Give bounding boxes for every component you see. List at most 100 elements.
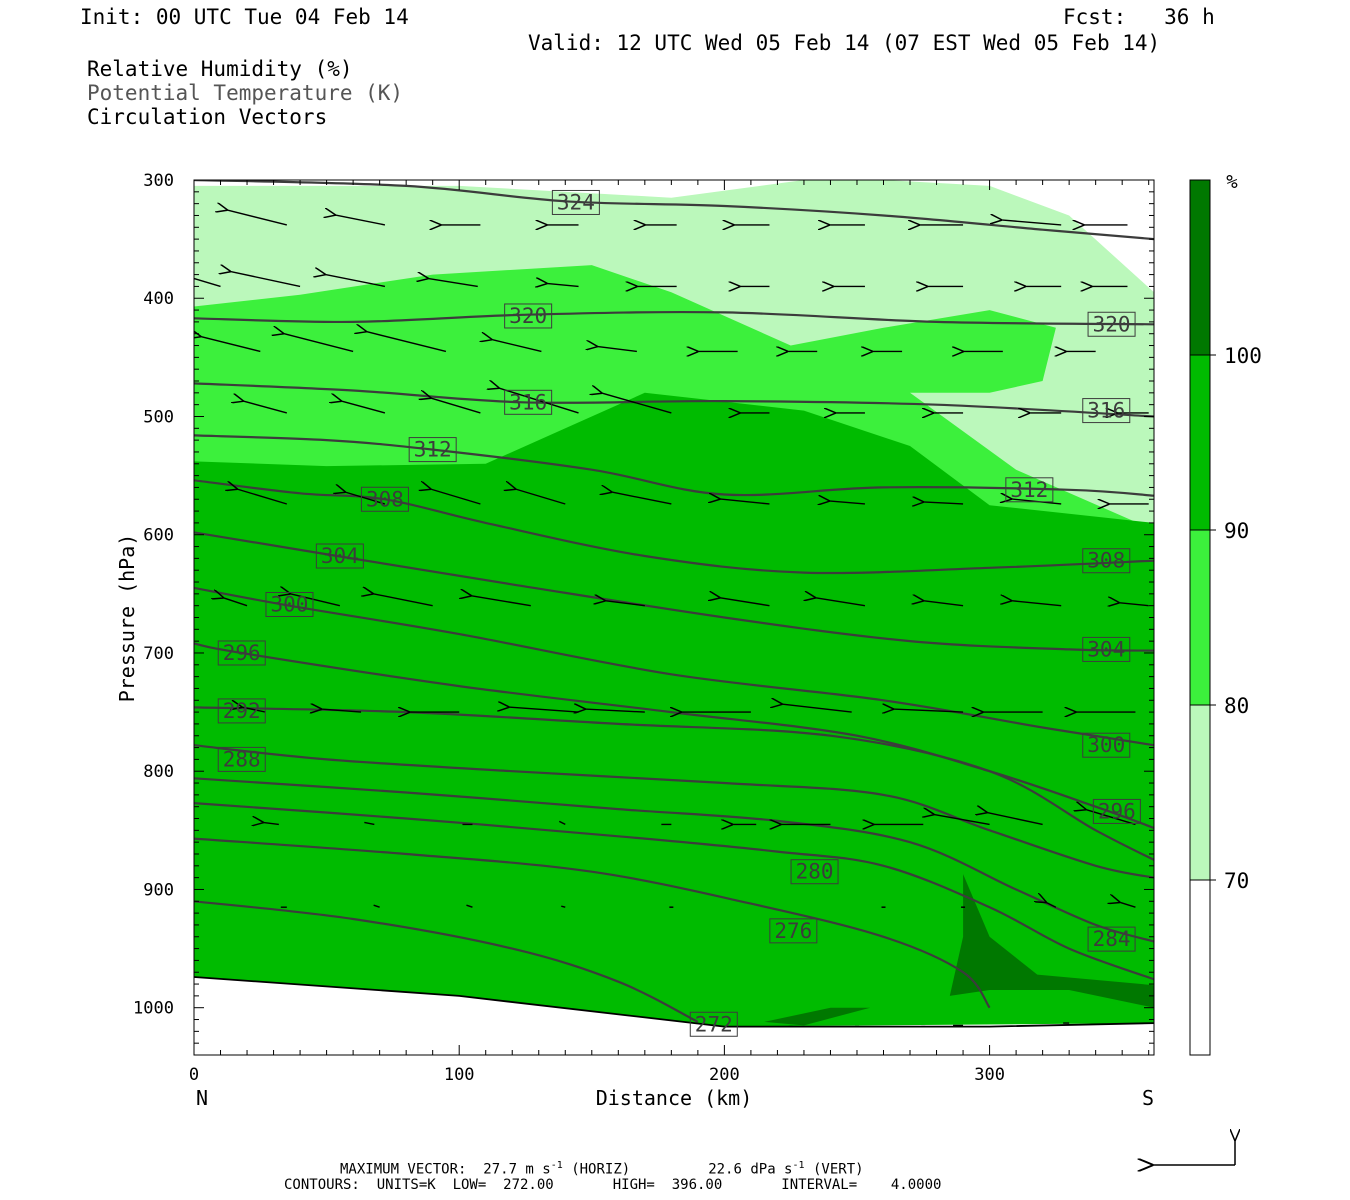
vector-52 — [290, 594, 341, 607]
colorbar-band-1 — [1190, 355, 1210, 530]
vector-23 — [366, 331, 447, 353]
circulation-vectors — [194, 210, 1149, 1028]
svg-text:296: 296 — [1098, 799, 1136, 823]
max-vector-horiz: MAXIMUM VECTOR: 27.7 m s — [340, 1161, 551, 1178]
vector-80 — [987, 812, 1043, 826]
theta-label-296-1: 296 — [1092, 798, 1141, 824]
vector-71 — [263, 822, 279, 824]
vector-61 — [242, 707, 266, 713]
footer-max-vector: MAXIMUM VECTOR: 27.7 m s-1 (HORIZ) 22.6 d… — [340, 1158, 864, 1178]
svg-text:280: 280 — [796, 860, 834, 884]
theta-contour-316 — [194, 382, 1154, 418]
y-tick-label-400: 400 — [143, 289, 174, 309]
vector-24 — [491, 339, 542, 353]
theta-contour-308 — [194, 479, 1154, 575]
svg-text:324: 324 — [557, 190, 595, 214]
theta-label-312-1: 312 — [1005, 477, 1054, 503]
theta-label-312-0: 312 — [408, 437, 457, 463]
end-label-south: S — [1142, 1086, 1154, 1110]
terrain — [194, 976, 1154, 1055]
vector-44 — [515, 489, 566, 505]
theta-label-272-0: 272 — [689, 1011, 738, 1037]
vector-1 — [335, 215, 386, 226]
vector-72 — [364, 821, 375, 826]
max-vector-vert: 22.6 dPa s — [708, 1161, 793, 1178]
theta-contour-292 — [194, 706, 1154, 861]
footer-contours: CONTOURS: UNITS=K LOW= 272.00 HIGH= 396.… — [284, 1177, 942, 1193]
colorbar-band-3 — [1190, 705, 1210, 880]
theta-label-296-0: 296 — [217, 640, 266, 666]
svg-text:304: 304 — [1087, 637, 1125, 661]
theta-contour-300 — [194, 586, 1154, 747]
vert-exponent: -1 — [792, 1160, 805, 1171]
svg-text:316: 316 — [509, 390, 547, 414]
theta-contour-312 — [194, 434, 1154, 497]
theta-contour-324 — [194, 180, 1154, 241]
colorbar-band-2 — [1190, 530, 1210, 705]
init-time: Init: 00 UTC Tue 04 Feb 14 — [80, 5, 409, 29]
colorbar-level-90: 90 — [1224, 519, 1249, 543]
y-tick-label-700: 700 — [143, 644, 174, 664]
forecast-hour: Fcst: 36 h — [1063, 5, 1215, 29]
theta-label-300-0: 300 — [265, 591, 314, 617]
svg-text:284: 284 — [1093, 927, 1131, 951]
vector-32 — [341, 401, 386, 414]
colorbar-level-70: 70 — [1224, 869, 1249, 893]
horiz-exponent: -1 — [550, 1160, 563, 1171]
humidity-shading — [194, 180, 1154, 1027]
theta-label-280-0: 280 — [790, 859, 839, 885]
field-rh-title: Relative Humidity (%) — [87, 57, 353, 81]
theta-label-292-0: 292 — [217, 698, 266, 724]
y-tick-label-300: 300 — [143, 171, 174, 191]
vector-74 — [558, 820, 566, 826]
vector-43 — [430, 489, 481, 505]
theta-label-316-0: 316 — [504, 389, 553, 415]
vert-label: (VERT) — [804, 1161, 864, 1178]
vector-25 — [597, 346, 637, 353]
vector-12 — [325, 274, 386, 288]
vector-84 — [466, 904, 473, 908]
vector-83 — [373, 904, 380, 908]
vector-45 — [611, 492, 672, 505]
theta-contour-272 — [194, 900, 699, 1023]
colorbar: 100 90 80 70 — [1189, 179, 1262, 1056]
terrain-fill — [194, 977, 1154, 1055]
vector-58 — [923, 601, 964, 607]
theta-label-288-0: 288 — [217, 746, 266, 772]
svg-text:300: 300 — [1087, 733, 1125, 757]
svg-text:312: 312 — [1010, 478, 1048, 502]
y-tick-label-600: 600 — [143, 526, 174, 546]
vector-22 — [283, 333, 354, 353]
vector-62 — [321, 709, 362, 712]
vector-57 — [815, 598, 866, 607]
svg-text:272: 272 — [695, 1012, 733, 1036]
vector-14 — [547, 283, 579, 286]
theta-contour-280 — [194, 802, 1154, 981]
y-tick-label-800: 800 — [143, 762, 174, 782]
colorbar-frame — [1189, 179, 1211, 1056]
svg-text:304: 304 — [321, 544, 359, 568]
theta-contour-320 — [194, 310, 1154, 326]
vector-60 — [1119, 603, 1149, 606]
theta-contour-296 — [194, 642, 1154, 830]
vector-64 — [509, 707, 579, 713]
theta-label-304-0: 304 — [315, 543, 364, 569]
vector-13 — [428, 278, 478, 288]
svg-text:320: 320 — [509, 304, 547, 328]
vector-42 — [345, 492, 386, 505]
horiz-label: (HORIZ) — [562, 1161, 631, 1178]
svg-text:288: 288 — [223, 747, 261, 771]
vector-85 — [561, 905, 566, 908]
vector-41 — [237, 489, 288, 505]
rh-region-100-3 — [949, 874, 1154, 1008]
x-tick-label-300: 300 — [974, 1065, 1005, 1085]
svg-text:296: 296 — [223, 641, 261, 665]
field-theta-title: Potential Temperature (K) — [87, 81, 404, 105]
vector-55 — [605, 601, 645, 607]
vector-79 — [934, 814, 990, 826]
svg-text:292: 292 — [223, 699, 261, 723]
svg-text:320: 320 — [1093, 312, 1131, 336]
theta-label-300-1: 300 — [1082, 732, 1131, 758]
vector-34 — [499, 388, 579, 414]
